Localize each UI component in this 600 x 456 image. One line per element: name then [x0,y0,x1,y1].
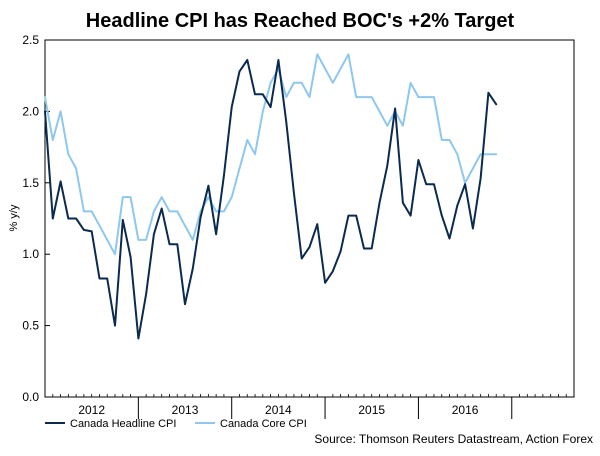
x-tick-label: 2015 [358,403,385,417]
legend-label-canada-headline-cpi: Canada Headline CPI [70,418,176,430]
y-tick-label: 1.0 [22,247,39,261]
legend-label-canada-core-cpi: Canada Core CPI [220,418,307,430]
axes-layer: 0.0 0.5 1.0 1.5 2.0 2.5 2012 2013 2014 2015 2016 [22,33,575,419]
y-tick-label: 0.5 [22,319,39,333]
y-tick-label: 2.0 [22,104,39,118]
x-tick-label: 2013 [172,403,199,417]
x-tick-label: 2016 [452,403,479,417]
source-note: Source: Thomson Reuters Datastream, Acti… [314,432,593,446]
chart-title: Headline CPI has Reached BOC's +2% Targe… [86,10,515,32]
series-line-canada-core-cpi [44,53,498,256]
series-line-canada-headline-cpi [44,59,498,340]
x-tick-label: 2014 [265,403,292,417]
y-tick-label: 0.0 [22,390,39,404]
series-layer [44,53,498,340]
legend: Canada Headline CPI Canada Core CPI [45,418,307,430]
y-tick-label: 2.5 [22,33,39,47]
x-tick-label: 2012 [78,403,105,417]
y-axis-label: % y/y [8,204,20,231]
y-tick-label: 1.5 [22,176,39,190]
